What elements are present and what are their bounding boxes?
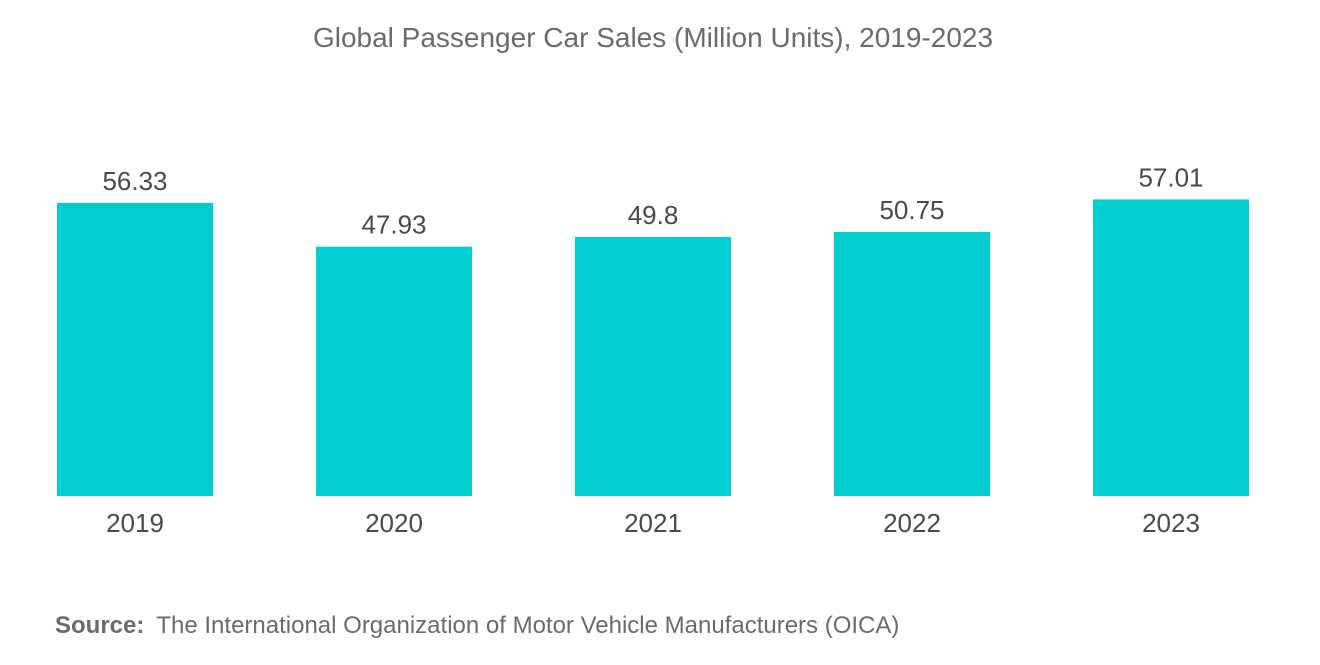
- x-tick-label-2019: 2019: [106, 508, 164, 538]
- bar-2022: [834, 232, 990, 496]
- source-note: Source: The International Organization of…: [55, 612, 899, 640]
- source-label: Source:: [55, 612, 145, 639]
- value-label-2022: 50.75: [879, 195, 944, 225]
- x-tick-label-2023: 2023: [1142, 508, 1200, 538]
- bar-2021: [575, 236, 731, 496]
- x-tick-label-2021: 2021: [624, 508, 682, 538]
- value-label-2021: 49.8: [628, 200, 679, 230]
- bar-2020: [316, 246, 472, 496]
- x-tick-label-2020: 2020: [365, 508, 423, 538]
- value-label-2020: 47.93: [361, 210, 426, 240]
- source-text: The International Organization of Motor …: [156, 612, 900, 639]
- chart-title: Global Passenger Car Sales (Million Unit…: [312, 22, 994, 53]
- bar-chart: 56.33 2019 47.93 2020 49.8 2021 50.75 2022 57.01…: [57, 162, 1249, 538]
- bar-2019: [57, 203, 213, 496]
- x-tick-label-2022: 2022: [883, 508, 941, 538]
- value-label-2023: 57.01: [1138, 162, 1203, 192]
- bar-2023: [1093, 199, 1249, 496]
- value-label-2019: 56.33: [102, 166, 167, 196]
